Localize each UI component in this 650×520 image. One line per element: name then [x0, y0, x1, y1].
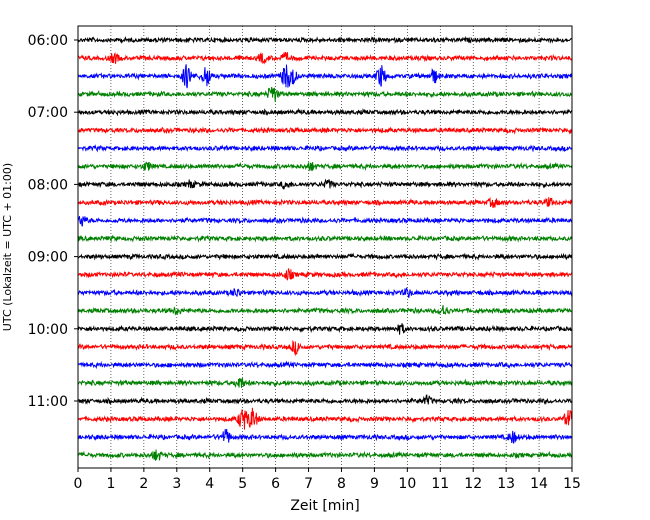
trace-0800 [78, 178, 572, 190]
trace-1130 [78, 428, 572, 444]
trace-0700 [78, 107, 572, 117]
x-tick-label-2: 2 [139, 476, 148, 492]
trace-0715 [78, 126, 572, 135]
trace-1030 [78, 360, 572, 370]
trace-1100 [78, 394, 572, 405]
trace-0600 [78, 35, 572, 45]
y-tick-label-0800: 08:00 [28, 177, 68, 193]
trace-1145 [78, 449, 572, 461]
x-tick-label-12: 12 [464, 476, 482, 492]
trace-0930 [78, 286, 572, 298]
trace-1015 [78, 339, 572, 357]
x-axis-label: Zeit [min] [290, 498, 359, 514]
trace-0615 [78, 51, 572, 65]
x-tick-label-9: 9 [370, 476, 379, 492]
y-tick-label-1000: 10:00 [28, 322, 68, 338]
y-tick-label-0600: 06:00 [28, 33, 68, 49]
trace-1000 [78, 323, 572, 335]
x-tick-label-6: 6 [271, 476, 280, 492]
x-tick-label-4: 4 [205, 476, 214, 492]
y-tick-label-1100: 11:00 [28, 394, 68, 410]
y-tick-label-0700: 07:00 [28, 105, 68, 121]
trace-0815 [78, 196, 572, 209]
y-axis-ticks: 06:00 07:00 08:00 09:00 10:00 11:00 [28, 33, 78, 410]
x-tick-label-8: 8 [337, 476, 346, 492]
trace-1115 [78, 407, 572, 430]
x-tick-label-5: 5 [238, 476, 247, 492]
x-tick-label-15: 15 [563, 476, 581, 492]
trace-1045 [78, 377, 572, 389]
x-tick-label-1: 1 [106, 476, 115, 492]
x-tick-label-13: 13 [497, 476, 515, 492]
x-tick-label-14: 14 [530, 476, 548, 492]
trace-0630 [78, 64, 572, 89]
y-axis-label: UTC (Lokalzeit = UTC + 01:00) [1, 163, 14, 331]
trace-0845 [78, 234, 572, 243]
x-tick-label-0: 0 [74, 476, 83, 492]
x-tick-label-7: 7 [304, 476, 313, 492]
trace-0900 [78, 252, 572, 261]
plot-frame [77, 25, 573, 469]
y-tick-label-0900: 09:00 [28, 250, 68, 266]
seismogram-traces [78, 35, 572, 461]
x-tick-label-10: 10 [398, 476, 416, 492]
x-axis-ticks: 0 1 2 3 4 5 6 7 8 9 10 11 12 13 14 15 [74, 468, 581, 492]
trace-0915 [78, 268, 572, 281]
x-tick-label-11: 11 [431, 476, 449, 492]
trace-0730 [78, 144, 572, 153]
trace-0945 [78, 305, 572, 316]
trace-0645 [78, 86, 572, 102]
trace-0745 [78, 161, 572, 172]
trace-0830 [78, 216, 572, 227]
x-tick-label-3: 3 [172, 476, 181, 492]
